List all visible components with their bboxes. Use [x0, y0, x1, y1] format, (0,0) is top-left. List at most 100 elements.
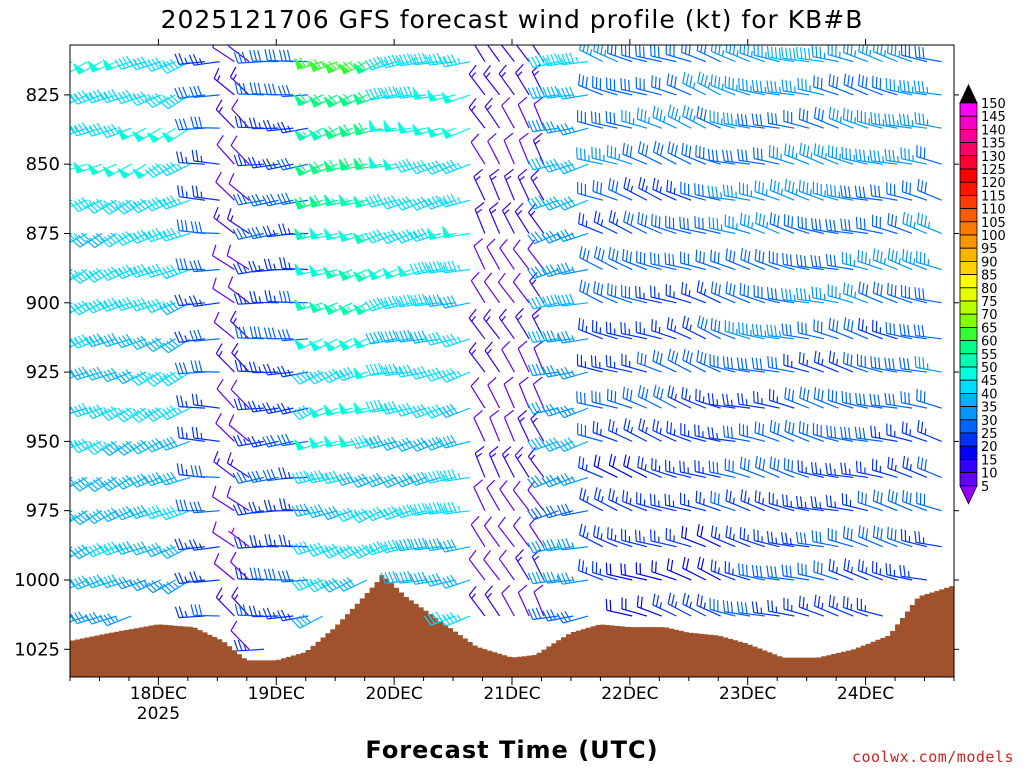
barb-flag — [640, 596, 643, 609]
barb-shaft — [445, 615, 471, 627]
barb-pennant — [294, 130, 307, 142]
barb-flag — [155, 471, 163, 483]
barb-flag — [233, 154, 239, 166]
barb-shaft — [329, 579, 353, 593]
wind-barb — [637, 385, 662, 409]
barb-shaft — [70, 269, 73, 272]
barb-flag — [369, 332, 376, 344]
barb-half-flag — [412, 231, 418, 238]
wind-barb — [514, 446, 530, 478]
barb-flag — [232, 194, 239, 206]
barb-shaft — [768, 576, 795, 581]
barb-flag — [45, 477, 52, 486]
barb-half-flag — [360, 199, 365, 206]
barb-flag — [162, 547, 172, 558]
barb-flag — [711, 149, 715, 161]
barb-flag — [446, 405, 454, 415]
wind-barb — [541, 505, 574, 519]
wind-barb — [722, 184, 751, 201]
barb-flag — [770, 324, 774, 337]
wind-barb — [190, 604, 220, 617]
wind-barb — [649, 493, 677, 512]
barb-shaft — [430, 615, 456, 626]
barb-flag — [527, 364, 534, 376]
barb-flag — [159, 100, 169, 110]
barb-shaft — [784, 224, 810, 235]
barb-pennant — [383, 120, 393, 133]
barb-flag — [180, 463, 184, 476]
barb-flag — [99, 271, 109, 281]
barb-flag — [302, 405, 311, 415]
barb-flag — [438, 56, 446, 68]
barb-flag — [267, 327, 272, 339]
wind-barb — [70, 438, 103, 454]
barb-shaft — [754, 259, 780, 271]
wind-barb — [441, 92, 471, 104]
barb-flag — [306, 472, 313, 484]
barb-flag — [354, 476, 362, 487]
barb-flag — [795, 254, 799, 267]
barb-flag — [855, 216, 858, 229]
barb-flag — [581, 213, 585, 226]
wind-barb — [651, 319, 677, 340]
barb-flag — [365, 364, 372, 376]
barb-flag — [655, 561, 657, 574]
barb-flag — [747, 459, 750, 472]
barb-flag — [597, 456, 601, 468]
wind-barb — [679, 251, 707, 271]
wind-barb — [766, 531, 795, 548]
barb-flag — [85, 370, 93, 381]
barb-flag — [405, 229, 414, 239]
wind-barb — [212, 521, 235, 548]
barb-flag — [395, 87, 401, 99]
barb-half-flag — [674, 601, 678, 608]
wind-barb — [722, 393, 751, 409]
wind-barb — [335, 507, 368, 523]
barb-flag — [436, 501, 443, 513]
barb-flag — [395, 572, 401, 584]
barb-flag — [431, 471, 439, 482]
wind-barb — [232, 262, 264, 275]
barb-flag — [140, 335, 149, 345]
wind-barb — [781, 288, 810, 304]
barb-flag — [576, 391, 578, 403]
barb-flag — [320, 473, 328, 484]
barb-flag — [365, 477, 373, 488]
barb-shaft — [106, 338, 132, 348]
barb-flag — [806, 423, 809, 436]
barb-flag — [498, 549, 507, 560]
barb-flag — [248, 260, 254, 273]
wind-barb — [826, 425, 854, 442]
barb-flag — [107, 542, 115, 553]
wind-barb — [722, 112, 751, 129]
barb-shaft — [282, 267, 309, 271]
barb-flag — [431, 437, 439, 448]
wind-barb — [857, 559, 883, 581]
barb-flag — [638, 418, 642, 430]
barb-shaft — [651, 86, 677, 96]
wind-barb — [517, 168, 530, 201]
wind-barb — [232, 192, 264, 206]
barb-flag — [174, 118, 180, 130]
barb-shaft — [886, 88, 913, 96]
barb-flag — [346, 507, 355, 517]
barb-half-flag — [854, 291, 857, 298]
barb-flag — [303, 503, 310, 514]
wind-barb — [213, 450, 235, 478]
wind-barb — [247, 400, 279, 413]
wind-barb — [215, 99, 235, 129]
barb-flag — [438, 541, 446, 553]
wind-barb — [53, 403, 73, 413]
barb-flag — [432, 261, 439, 273]
barb-half-flag — [103, 92, 108, 99]
barb-pennant — [338, 339, 351, 351]
barb-shaft — [623, 465, 648, 478]
barb-flag — [657, 46, 660, 58]
barb-shaft — [473, 176, 486, 201]
barb-flag — [53, 403, 59, 413]
barb-flag — [744, 602, 748, 614]
barb-flag — [512, 480, 521, 491]
barb-flag — [541, 507, 549, 519]
barb-flag — [324, 547, 333, 557]
